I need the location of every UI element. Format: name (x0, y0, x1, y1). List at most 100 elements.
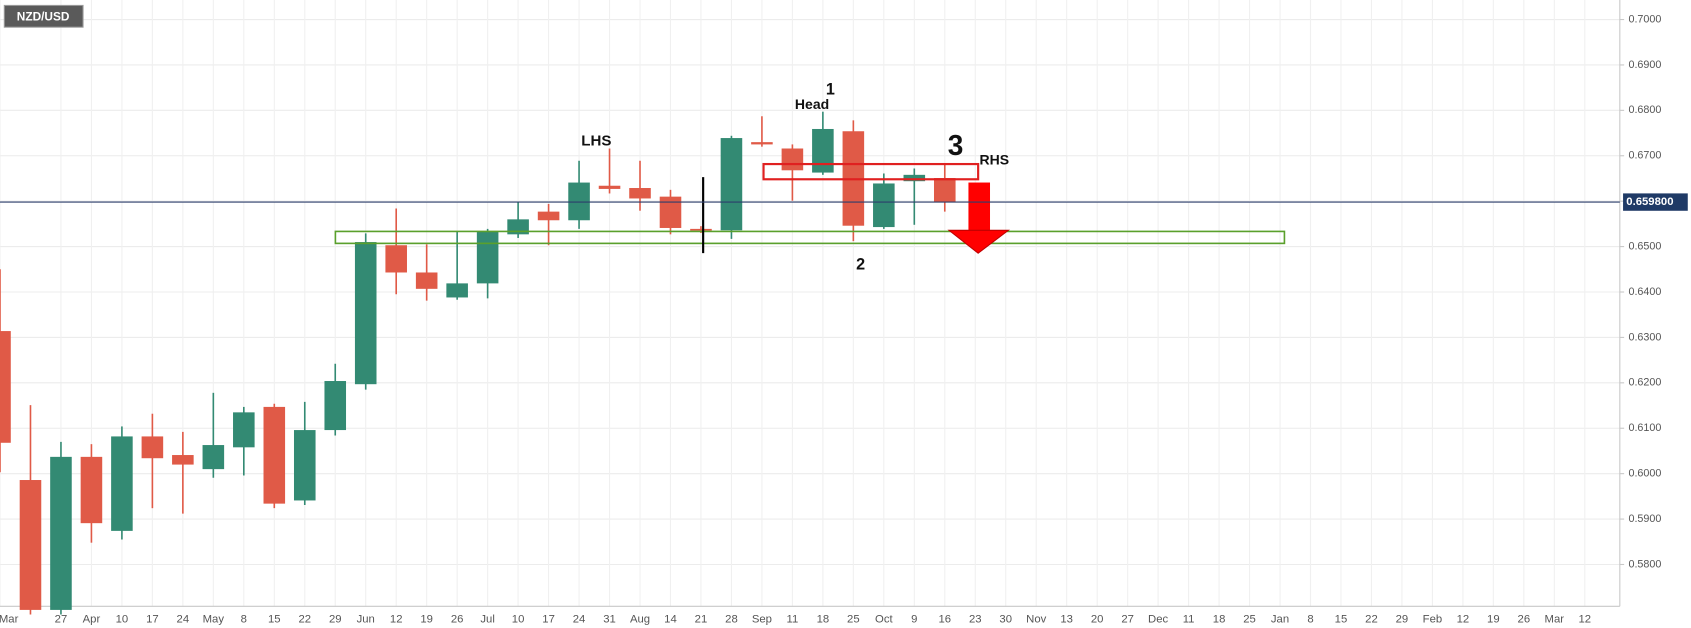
candle-body (293, 430, 316, 501)
x-tick-label: 8 (1307, 613, 1313, 625)
annotation: 2 (856, 255, 865, 273)
x-tick-label: 9 (911, 613, 917, 625)
annotation: RHS (980, 151, 1010, 167)
candle-body (629, 188, 651, 199)
x-tick-label: 26 (451, 613, 464, 625)
y-tick-label: 0.6200 (1628, 377, 1661, 389)
candle-body (172, 455, 194, 465)
x-tick-label: 28 (725, 613, 738, 625)
y-tick-label: 0.6000 (1628, 467, 1661, 479)
x-tick-label: 30 (999, 613, 1012, 625)
candle-body (385, 245, 407, 273)
x-tick-label: Mar (1545, 613, 1565, 625)
candle-body (202, 445, 225, 470)
arrow-body (968, 182, 991, 233)
x-tick-label: 12 (1457, 613, 1470, 625)
candle-body (111, 436, 133, 531)
x-tick-label: 16 (938, 613, 951, 625)
x-tick-label: Sep (752, 613, 772, 625)
x-tick-label: 29 (329, 613, 342, 625)
candle-body (476, 231, 499, 284)
x-tick-label: 22 (1365, 613, 1378, 625)
x-tick-label: 19 (420, 613, 433, 625)
y-tick-label: 0.6700 (1628, 150, 1661, 162)
x-tick-label: 25 (847, 613, 860, 625)
x-tick-label: Jun (357, 613, 375, 625)
x-tick-label: 19 (1487, 613, 1500, 625)
x-tick-label: 31 (603, 613, 616, 625)
x-tick-label: Apr (83, 613, 101, 625)
candle-body (80, 456, 103, 524)
y-tick-label: 0.7000 (1628, 13, 1661, 25)
x-tick-label: 22 (298, 613, 311, 625)
x-tick-label: 15 (268, 613, 281, 625)
x-tick-label: 26 (1518, 613, 1531, 625)
x-tick-label: 20 (1091, 613, 1104, 625)
candle-body (933, 178, 956, 203)
y-tick-label: 0.5900 (1628, 513, 1661, 525)
x-tick-label: Oct (875, 613, 893, 625)
candle-body (903, 174, 926, 182)
candle-body (568, 182, 590, 221)
annotation: 1 (826, 80, 835, 98)
candle-body (446, 283, 468, 298)
candle-body (507, 219, 529, 235)
candle-body (537, 211, 560, 221)
x-tick-label: 24 (177, 613, 190, 625)
x-tick-label: 12 (1578, 613, 1591, 625)
x-tick-label: 10 (512, 613, 525, 625)
candle-body (690, 228, 712, 231)
candle-body (50, 456, 72, 610)
x-tick-label: 27 (1121, 613, 1134, 625)
y-tick-label: 0.6400 (1628, 286, 1661, 298)
chart-title: NZD/USD (17, 9, 70, 23)
candle-body (233, 412, 255, 448)
x-tick-label: Feb (1423, 613, 1443, 625)
x-tick-label: 15 (1335, 613, 1348, 625)
annotation: Head (795, 96, 829, 112)
x-tick-label: 13 (1060, 613, 1073, 625)
x-tick-label: 25 (1243, 613, 1256, 625)
title-box (3, 4, 84, 28)
x-tick-label: 17 (542, 613, 555, 625)
x-tick-label: 24 (573, 613, 586, 625)
x-tick-label: 17 (146, 613, 159, 625)
candle-body (263, 406, 286, 504)
candle-body (873, 183, 895, 228)
candle-body (781, 148, 804, 171)
candle-body (598, 185, 621, 189)
y-tick-label: 0.6900 (1628, 59, 1661, 71)
x-tick-label: May (203, 613, 225, 625)
candle-body (751, 142, 773, 145)
x-tick-label: 27 (55, 613, 68, 625)
candle-body (0, 331, 11, 443)
candle-body (415, 272, 438, 289)
y-tick-label: 0.6800 (1628, 104, 1661, 116)
x-tick-label: 29 (1396, 613, 1409, 625)
x-tick-label: 11 (787, 613, 799, 625)
current-price-label: 0.659800 (1626, 196, 1673, 208)
y-tick-label: 0.6100 (1628, 422, 1661, 434)
resistance-zone (762, 162, 980, 181)
x-tick-label: 11 (1183, 613, 1195, 625)
x-tick-label: Aug (630, 613, 650, 625)
y-tick-label: 0.6300 (1628, 331, 1661, 343)
candle-body (659, 196, 682, 228)
overlays: LHS Head 1 2 3 RHS (334, 80, 1286, 273)
annotation: 3 (948, 130, 964, 161)
candle-body (812, 128, 834, 173)
x-tick-label: 21 (695, 613, 708, 625)
annotation: LHS (581, 132, 611, 149)
x-tick-label: Jul (480, 613, 494, 625)
candle-body (141, 436, 164, 459)
x-tick-label: Dec (1148, 613, 1168, 625)
x-tick-label: 14 (664, 613, 677, 625)
arrow-head (947, 229, 1010, 254)
support-zone (334, 230, 1286, 245)
candle-body (19, 480, 42, 610)
candle-body (720, 138, 743, 231)
x-tick-label: 8 (241, 613, 247, 625)
x-tick-label: 18 (1213, 613, 1226, 625)
